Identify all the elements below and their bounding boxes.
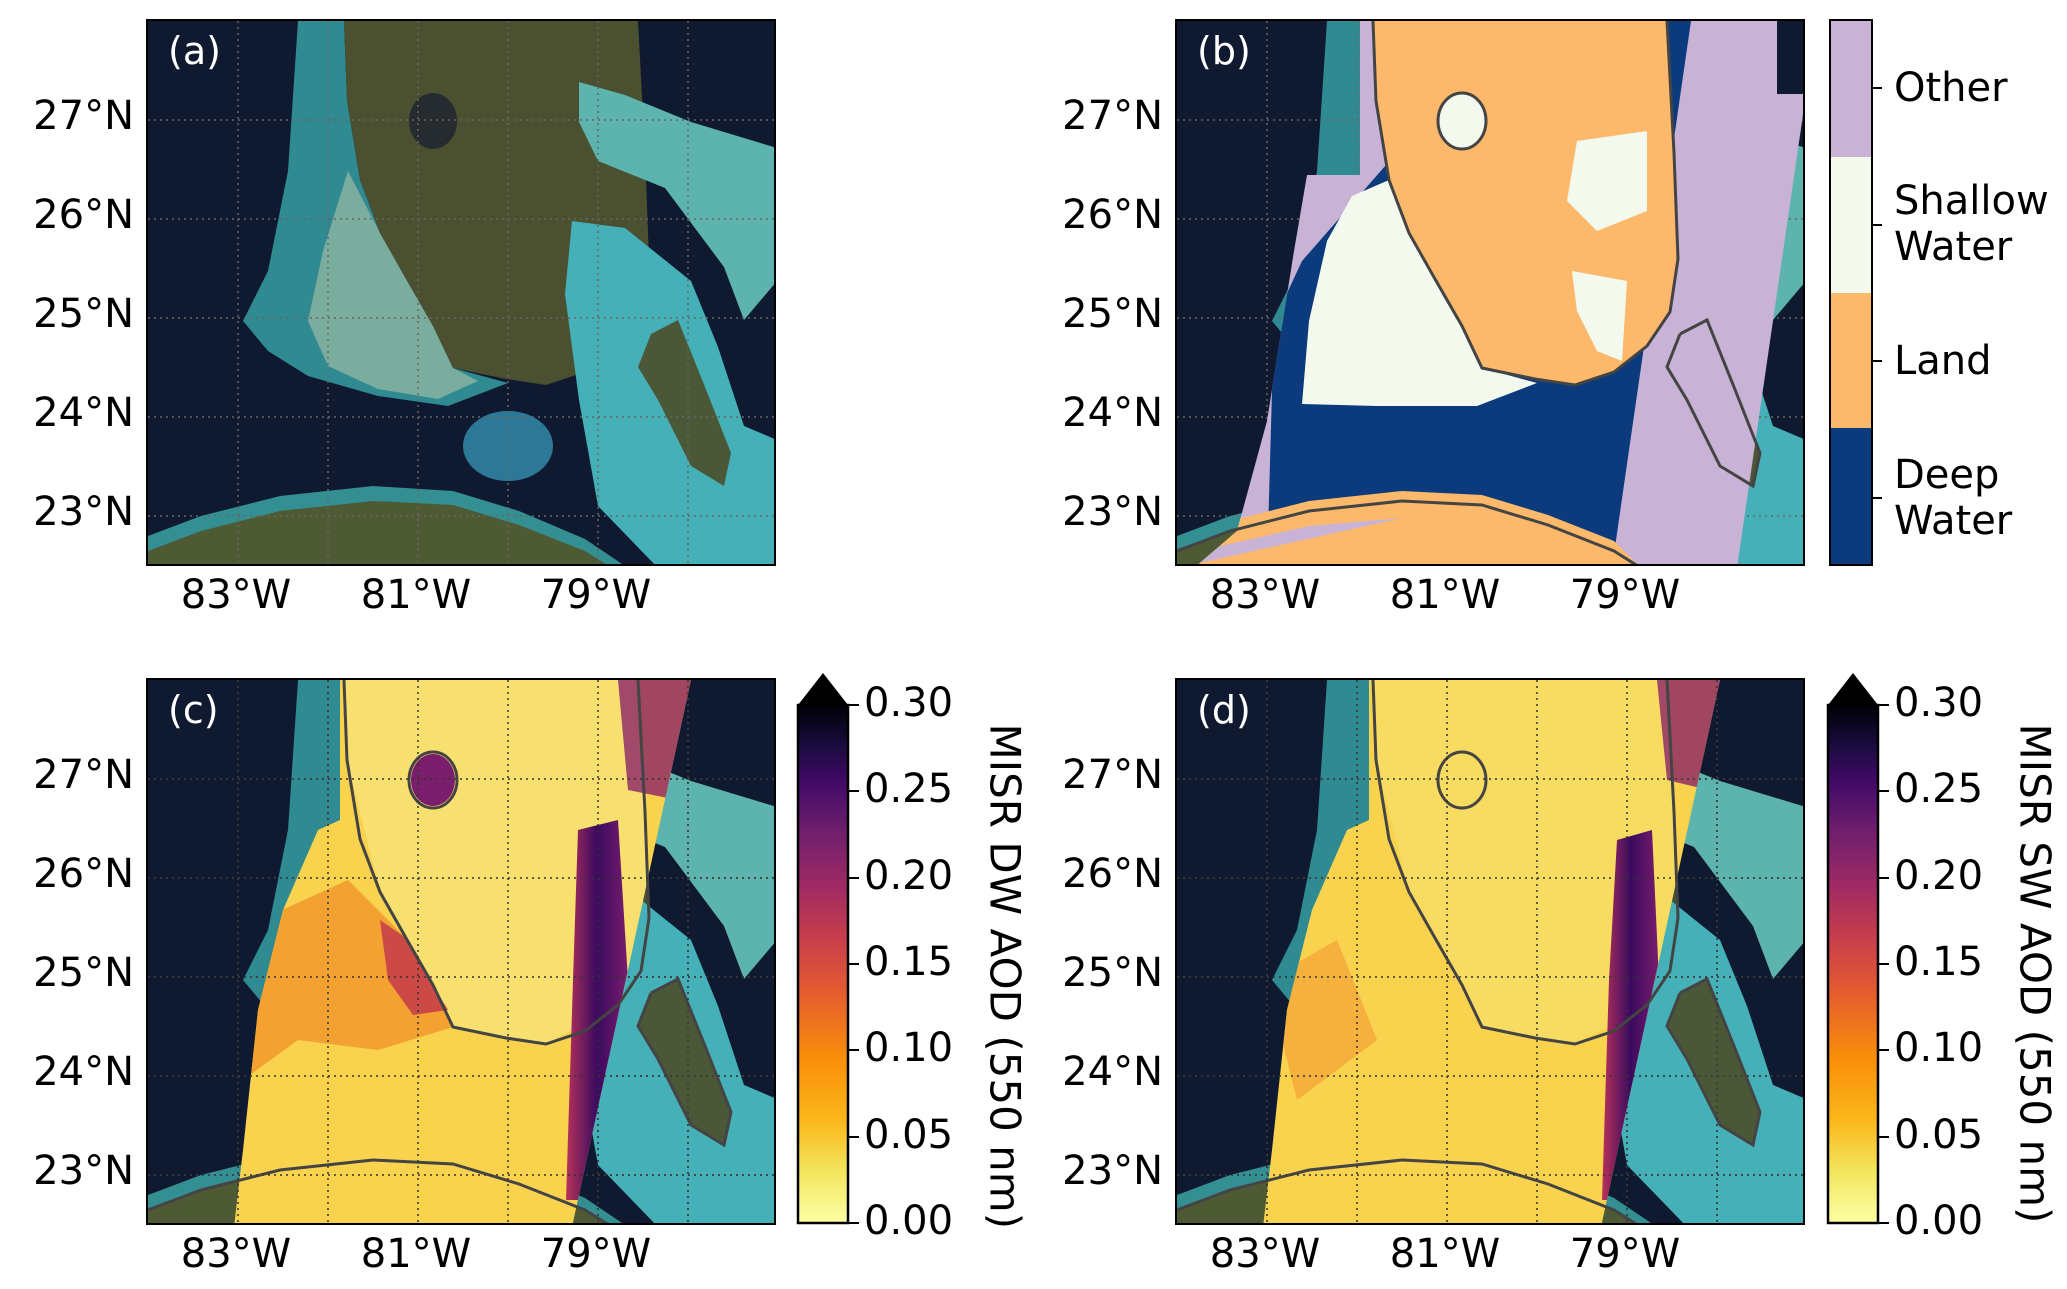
lat-tick-label: 23°N: [1062, 1148, 1163, 1194]
lon-tick-label: 81°W: [360, 1231, 472, 1277]
panel-label: (a): [168, 29, 221, 73]
colorbar-tick: [849, 1222, 859, 1224]
legend-tick: [1872, 360, 1882, 362]
lat-tick-label: 24°N: [1062, 1049, 1163, 1095]
lat-tick-label: 26°N: [1062, 851, 1163, 897]
legend-tick: [1872, 224, 1882, 226]
lat-tick-label: 26°N: [1062, 192, 1163, 238]
lat-tick-label: 24°N: [33, 1049, 134, 1095]
map-panel-b: (b): [1175, 19, 1805, 566]
colorbar-tick-label: 0.30: [864, 680, 954, 726]
colorbar-tick: [1879, 1222, 1889, 1224]
lat-tick-label: 27°N: [33, 93, 134, 139]
legend-label-other: Other: [1894, 65, 2008, 111]
legend-swatch-deep-water: [1831, 428, 1871, 564]
colorbar-tick-label: 0.00: [864, 1198, 954, 1244]
lat-tick-label: 24°N: [33, 390, 134, 436]
colorbar-tick: [1879, 963, 1889, 965]
colorbar-tick-label: 0.20: [1894, 852, 1984, 899]
lon-tick-label: 81°W: [360, 572, 472, 618]
colorbar-tick-label: 0.30: [1894, 680, 1984, 726]
lat-tick-label: 25°N: [33, 950, 134, 996]
lat-tick-label: 23°N: [1062, 489, 1163, 535]
lon-tick-label: 81°W: [1389, 1231, 1501, 1277]
colorbar-tick: [1879, 1049, 1889, 1052]
lon-tick-label: 83°W: [180, 572, 292, 618]
colorbar-tick-label: 0.25: [864, 766, 954, 813]
lat-tick-label: 24°N: [1062, 390, 1163, 436]
colorbar-gradient: [1826, 703, 1880, 1225]
satellite-image: [148, 21, 774, 564]
colorbar-tick-label: 0.15: [1894, 939, 1984, 985]
colorbar-tick-label: 0.20: [864, 852, 954, 899]
legend-tick: [1872, 87, 1882, 89]
colorbar-tick-label: 0.00: [1894, 1198, 1984, 1244]
lat-tick-label: 25°N: [33, 291, 134, 337]
panel-label: (c): [168, 688, 219, 732]
lat-tick-label: 27°N: [1062, 752, 1163, 798]
legend-swatch-other: [1831, 21, 1871, 157]
lat-tick-label: 26°N: [33, 851, 134, 897]
lon-tick-label: 83°W: [1209, 572, 1321, 618]
classification-legend-bar: [1829, 19, 1873, 566]
colorbar-extend-arrow: [798, 673, 848, 705]
lat-tick-label: 26°N: [33, 192, 134, 238]
class-shallow-water-region: [1302, 180, 1537, 406]
colorbar-tick: [849, 704, 859, 706]
lon-tick-label: 81°W: [1389, 572, 1501, 618]
colorbar-tick: [849, 963, 859, 965]
colorbar-tick-label: 0.05: [1894, 1111, 1984, 1158]
aod-map-sw: [1177, 680, 1803, 1223]
legend-label-deep-water: Deep Water: [1894, 452, 2013, 544]
lat-tick-label: 23°N: [33, 489, 134, 535]
lon-tick-label: 83°W: [180, 1231, 292, 1277]
colorbar-tick-label: 0.25: [1894, 766, 1984, 813]
colorbar-tick: [1879, 790, 1889, 793]
lat-tick-label: 27°N: [33, 752, 134, 798]
colorbar-tick: [1879, 876, 1889, 879]
colorbar-tick: [849, 876, 859, 879]
colorbar-tick-label: 0.10: [1894, 1025, 1984, 1072]
legend-label-land: Land: [1894, 338, 1992, 384]
legend-label-shallow-water: Shallow Water: [1894, 178, 2049, 270]
colorbar-gradient: [796, 703, 850, 1225]
map-panel-d: (d): [1175, 678, 1805, 1225]
legend-swatch-land: [1831, 292, 1871, 429]
lat-tick-label: 27°N: [1062, 93, 1163, 139]
colorbar-tick: [1879, 704, 1889, 706]
colorbar-extend-arrow: [1828, 673, 1878, 705]
lon-tick-label: 79°W: [540, 572, 652, 618]
lon-tick-label: 79°W: [1569, 1231, 1681, 1277]
map-panel-c: (c): [146, 678, 776, 1225]
colorbar-title: MISR DW AOD (550 nm): [980, 723, 1030, 1230]
colorbar-tick-label: 0.05: [864, 1111, 954, 1158]
colorbar-tick-label: 0.15: [864, 939, 954, 985]
lat-tick-label: 25°N: [1062, 291, 1163, 337]
colorbar-title: MISR SW AOD (550 nm): [2010, 723, 2060, 1224]
classification-map: [1177, 21, 1803, 564]
panel-label: (d): [1197, 688, 1251, 732]
lon-tick-label: 79°W: [1569, 572, 1681, 618]
colorbar-tick: [849, 790, 859, 793]
panel-label: (b): [1197, 29, 1251, 73]
map-panel-a: (a): [146, 19, 776, 566]
colorbar-tick-label: 0.10: [864, 1025, 954, 1072]
lon-tick-label: 79°W: [540, 1231, 652, 1277]
legend-swatch-shallow-water: [1831, 156, 1871, 293]
colorbar-tick: [849, 1135, 859, 1138]
lon-tick-label: 83°W: [1209, 1231, 1321, 1277]
colorbar-tick: [849, 1049, 859, 1052]
colorbar-tick: [1879, 1135, 1889, 1138]
legend-tick: [1872, 497, 1882, 499]
aod-map-dw: [148, 680, 774, 1223]
lat-tick-label: 25°N: [1062, 950, 1163, 996]
lat-tick-label: 23°N: [33, 1148, 134, 1194]
